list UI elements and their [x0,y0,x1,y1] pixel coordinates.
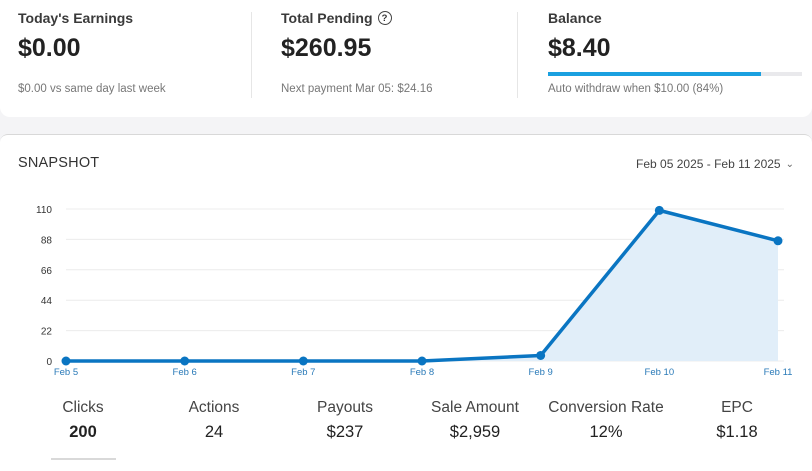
metric-payouts[interactable]: Payouts $237 [280,399,410,442]
chart-y-tick-label: 44 [41,296,53,307]
chart-y-tick-label: 88 [41,235,53,246]
snapshot-card: 0 22 44 66 88 110 Feb 5 Feb 6 Feb 7 Feb 8 Feb 9 Feb… [0,134,812,471]
total-pending-value: $260.95 [281,34,372,62]
stats-card: Today's Earnings $0.00 $0.00 vs same day… [0,0,812,117]
snapshot-chart: 0 22 44 66 88 110 Feb 5 Feb 6 Feb 7 Feb 8 Feb 9 Feb… [36,205,793,378]
metric-value: 24 [204,423,224,441]
todays-earnings-label: Today's Earnings [18,10,134,26]
metric-actions[interactable]: Actions 24 [149,399,279,442]
chart-x-tick-label: Feb 10 [645,367,675,378]
chart-data-point [773,236,783,246]
auto-withdraw-text: Auto withdraw when $10.00 (84%) [548,83,724,95]
metric-label: Sale Amount [431,399,519,416]
auto-withdraw-progress-bar [548,72,802,76]
metric-label: Actions [188,399,240,416]
metric-clicks[interactable]: Clicks 200 [18,399,148,442]
metric-label: Conversion Rate [548,399,664,416]
chart-data-point [654,205,664,215]
balance-value: $8.40 [548,34,611,62]
metric-value: $2,959 [449,423,501,441]
chart-data-point [417,356,427,366]
chart-x-tick-label: Feb 7 [291,367,315,378]
chevron-down-icon: ⌄ [785,158,794,170]
todays-earnings-comparison: $0.00 vs same day last week [18,83,166,95]
metric-label: EPC [721,399,753,416]
chart-y-tick-label: 22 [41,327,53,338]
metric-value: 200 [69,423,97,441]
chart-y-tick-label: 66 [41,266,53,277]
chart-y-tick-label: 110 [36,205,52,216]
metric-label: Clicks [62,399,104,416]
metric-value: 12% [589,423,623,441]
chart-x-tick-label: Feb 9 [529,367,553,378]
chart-x-tick-label: Feb 11 [764,367,793,378]
date-range-text: Feb 05 2025 - Feb 11 2025 [636,157,781,171]
metric-value: $237 [326,423,364,441]
todays-earnings-value: $0.00 [18,34,81,62]
metric-value: $1.18 [716,423,758,441]
chart-x-tick-label: Feb 5 [54,367,78,378]
total-pending-label-row: Total Pending ? [281,10,392,26]
chart-x-tick-label: Feb 6 [173,367,197,378]
metric-epc[interactable]: EPC $1.18 [672,399,802,442]
active-metric-indicator [51,458,116,460]
chart-data-point [298,356,308,366]
metric-label: Payouts [316,399,373,416]
chart-x-tick-label: Feb 8 [410,367,434,378]
chart-area-fill [66,210,778,361]
chart-data-point [180,356,190,366]
stat-divider [251,12,252,98]
chart-y-tick-label: 0 [46,357,52,368]
total-pending-label: Total Pending [281,10,373,26]
chart-data-point [61,356,71,366]
auto-withdraw-progress-fill [548,72,762,76]
metric-sale-amount[interactable]: Sale Amount $2,959 [410,399,540,442]
date-range-selector[interactable]: Feb 05 2025 - Feb 11 2025 ⌄ [636,157,794,171]
next-payment-text: Next payment Mar 05: $24.16 [281,83,433,95]
help-icon[interactable]: ? [377,11,392,25]
metric-conversion-rate[interactable]: Conversion Rate 12% [541,399,671,442]
balance-label: Balance [548,10,602,26]
chart-data-point [536,350,546,360]
snapshot-title: SNAPSHOT [18,155,100,171]
stat-divider [517,12,518,98]
